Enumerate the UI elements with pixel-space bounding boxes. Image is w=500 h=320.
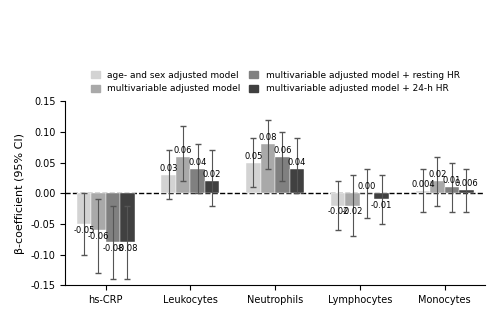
Bar	[76, 193, 91, 224]
Text: 0.05: 0.05	[244, 152, 262, 161]
Bar	[260, 144, 275, 193]
Text: -0.01: -0.01	[371, 201, 392, 210]
Bar	[91, 193, 106, 230]
Bar	[106, 193, 120, 242]
Text: 0.006: 0.006	[454, 179, 478, 188]
Text: 0.04: 0.04	[188, 158, 207, 167]
Text: -0.02: -0.02	[342, 207, 363, 216]
Text: 0.01: 0.01	[442, 176, 461, 185]
Bar	[162, 175, 176, 193]
Bar	[416, 191, 430, 193]
Bar	[120, 193, 134, 242]
Text: 0.06: 0.06	[273, 146, 291, 155]
Legend: age- and sex adjusted model, multivariable adjusted model, multivariable adjuste: age- and sex adjusted model, multivariab…	[89, 69, 462, 95]
Text: -0.02: -0.02	[328, 207, 349, 216]
Bar	[290, 169, 304, 193]
Text: -0.05: -0.05	[73, 226, 94, 235]
Text: 0.004: 0.004	[411, 180, 434, 189]
Bar	[246, 163, 260, 193]
Text: 0.08: 0.08	[258, 133, 277, 142]
Text: -0.08: -0.08	[116, 244, 138, 253]
Bar	[331, 193, 345, 205]
Text: -0.08: -0.08	[102, 244, 124, 253]
Text: 0.02: 0.02	[428, 170, 446, 179]
Text: 0.03: 0.03	[160, 164, 178, 173]
Bar	[374, 193, 389, 199]
Text: -0.06: -0.06	[88, 232, 109, 241]
Bar	[444, 187, 459, 193]
Y-axis label: β-coefficient (95% CI): β-coefficient (95% CI)	[15, 133, 25, 254]
Bar	[459, 190, 473, 193]
Text: 0.02: 0.02	[203, 170, 222, 179]
Bar	[190, 169, 205, 193]
Bar	[346, 193, 360, 205]
Bar	[176, 156, 190, 193]
Bar	[430, 181, 444, 193]
Text: 0.06: 0.06	[174, 146, 193, 155]
Text: 0.00: 0.00	[358, 182, 376, 191]
Bar	[275, 156, 289, 193]
Text: 0.04: 0.04	[288, 158, 306, 167]
Bar	[205, 181, 220, 193]
